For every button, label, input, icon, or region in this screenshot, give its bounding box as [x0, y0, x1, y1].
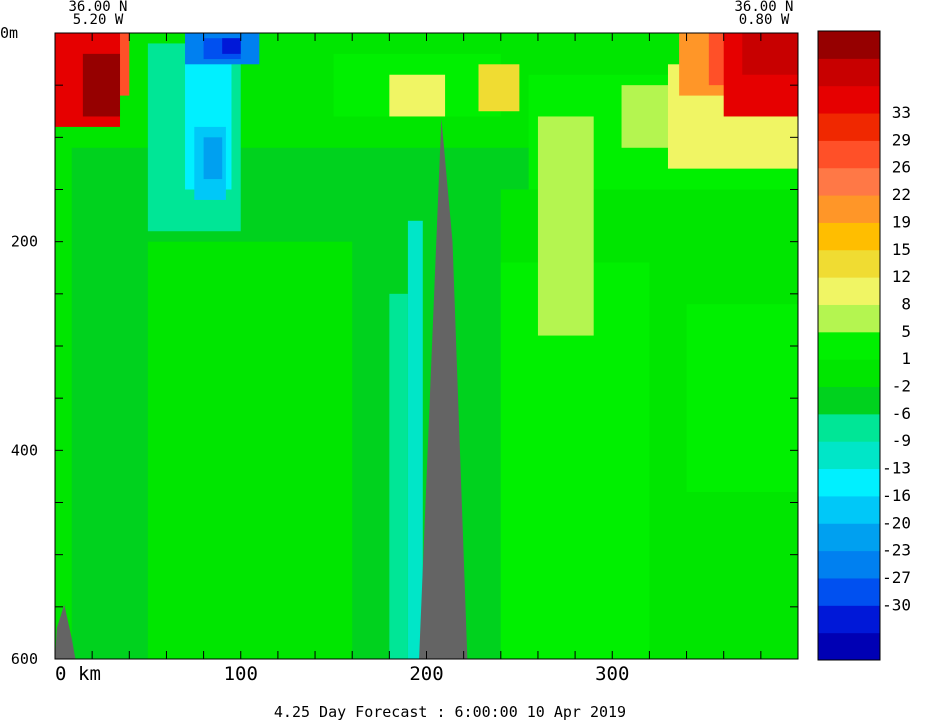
heatmap-region-30: [222, 38, 241, 54]
colorbar-band-15: [818, 222, 880, 251]
heatmap-region-20: [742, 33, 798, 75]
colorbar-band-7: [818, 441, 880, 470]
colorbar-label-1: -27: [882, 568, 911, 587]
axis-ticks: [54, 32, 799, 660]
x-tick-label-0: 0: [55, 663, 66, 685]
heatmap-region-5: [686, 304, 798, 493]
heatmap-region-1: [55, 95, 72, 659]
corner-left-lon: 5.20 W: [73, 12, 124, 28]
colorbar-frame: [817, 30, 881, 661]
colorbar-band-14: [818, 249, 880, 278]
colorbar-band-16: [818, 195, 880, 223]
y-tick-label-2: 400: [11, 441, 38, 459]
colorbar-label-14: 19: [892, 212, 911, 231]
colorbar-band-6: [818, 468, 880, 497]
colorbar-band-17: [818, 167, 880, 196]
colorbar-label-6: -9: [892, 431, 911, 450]
colorbar: [818, 31, 880, 661]
land-region-1: [55, 604, 76, 659]
colorbar-band-12: [818, 304, 880, 333]
heatmap-region-16: [478, 64, 520, 112]
colorbar-label-17: 29: [892, 130, 911, 149]
colorbar-label-3: -20: [882, 513, 911, 532]
colorbar-band-2: [818, 577, 880, 606]
heatmap-region-7: [407, 220, 423, 659]
colorbar-band-10: [818, 359, 880, 388]
heatmap-region-12: [537, 116, 594, 336]
colorbar-label-10: 5: [901, 322, 911, 341]
heatmap-region-27: [203, 137, 223, 180]
colorbar-label-15: 22: [892, 185, 911, 204]
corner-right-lat: 36.00 N: [734, 0, 793, 15]
x-tick-label-3: 300: [595, 663, 629, 685]
colorbar-label-8: -2: [892, 377, 911, 396]
colorbar-label-12: 12: [892, 267, 911, 286]
forecast-caption: 4.25 Day Forecast : 6:00:00 10 Apr 2019: [274, 703, 626, 721]
x-axis-unit: km: [78, 663, 101, 685]
colorbar-labels: -30-27-23-20-16-13-9-6-21581215192226293…: [882, 103, 911, 614]
colorbar-label-13: 15: [892, 240, 911, 259]
land-mask: [55, 118, 468, 659]
colorbar-band-1: [818, 605, 880, 634]
x-axis-labels: 0 100 200 300: [55, 663, 629, 685]
colorbar-band-20: [818, 85, 880, 114]
colorbar-band-19: [818, 113, 880, 141]
corner-left-lat: 36.00 N: [68, 0, 127, 15]
colorbar-band-11: [818, 331, 880, 360]
colorbar-band-3: [818, 550, 880, 579]
colorbar-band-21: [818, 58, 880, 87]
colorbar-label-16: 26: [892, 158, 911, 177]
y-tick-label-3: 600: [11, 650, 38, 668]
x-tick-label-2: 200: [409, 663, 443, 685]
colorbar-label-2: -23: [882, 541, 911, 560]
corner-label-right: 36.00 N 0.80 W: [734, 0, 793, 28]
colorbar-band-18: [818, 140, 880, 169]
colorbar-label-5: -13: [882, 459, 911, 478]
colorbar-label-0: -30: [882, 595, 911, 614]
colorbar-band-5: [818, 495, 880, 524]
corner-label-left: 36.00 N 5.20 W: [68, 0, 127, 28]
heatmap-region-6: [175, 366, 223, 659]
y-tick-label-1: 200: [11, 233, 38, 251]
colorbar-label-9: 1: [901, 349, 911, 368]
colorbar-band-13: [818, 277, 880, 305]
colorbar-band-22: [818, 31, 880, 59]
colorbar-label-4: -16: [882, 486, 911, 505]
heatmap-region-8: [389, 293, 408, 659]
corner-right-lon: 0.80 W: [739, 12, 790, 28]
colorbar-label-18: 33: [892, 103, 911, 122]
colorbar-label-7: -6: [892, 404, 911, 423]
colorbar-band-8: [818, 413, 880, 442]
land-region-0: [419, 118, 468, 659]
x-tick-label-1: 100: [224, 663, 258, 685]
colorbar-band-9: [818, 386, 880, 415]
heatmap-region-23: [82, 53, 121, 117]
heatmap-region-15: [389, 74, 446, 117]
colorbar-label-11: 8: [901, 294, 911, 313]
colorbar-band-0: [818, 632, 880, 661]
colorbar-band-4: [818, 523, 880, 552]
y-axis-labels: 0m 200 400 600: [0, 24, 38, 668]
y-tick-label-0: 0m: [0, 24, 18, 42]
